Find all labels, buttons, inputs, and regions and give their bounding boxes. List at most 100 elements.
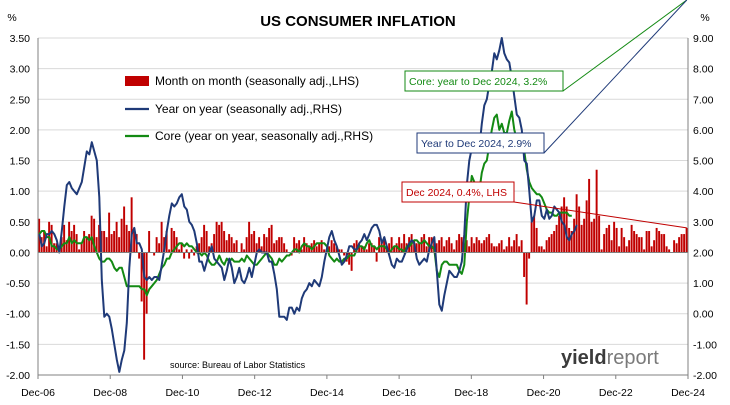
left-tick-label: 1.50 <box>10 156 31 168</box>
x-tick-label: Dec-22 <box>599 387 633 399</box>
bar-month-on-month <box>456 240 458 252</box>
bar-month-on-month <box>548 237 550 252</box>
bar-month-on-month <box>651 246 653 252</box>
legend-label-year-on-year: Year on year (seasonally adj.,RHS) <box>155 102 342 116</box>
left-tick-label: 1.00 <box>10 186 31 198</box>
right-tick-label: 8.00 <box>693 64 714 76</box>
bar-month-on-month <box>608 225 610 253</box>
bar-month-on-month <box>231 237 233 252</box>
bar-month-on-month <box>106 237 108 252</box>
bar-month-on-month <box>581 225 583 253</box>
x-tick-label: Dec-06 <box>21 387 55 399</box>
bar-month-on-month <box>661 234 663 252</box>
bar-month-on-month <box>623 237 625 252</box>
bar-month-on-month <box>646 231 648 252</box>
bar-month-on-month <box>448 237 450 252</box>
bar-month-on-month <box>148 231 150 252</box>
right-tick-label: 1.00 <box>693 278 714 290</box>
bar-month-on-month <box>583 219 585 253</box>
bar-month-on-month <box>521 240 523 252</box>
bar-month-on-month <box>206 231 208 252</box>
bar-month-on-month <box>248 222 250 253</box>
right-tick-label: 6.00 <box>693 125 714 137</box>
bar-month-on-month <box>121 219 123 253</box>
bar-month-on-month <box>551 234 553 252</box>
bar-month-on-month <box>481 243 483 252</box>
annotation-core-text: Core: year to Dec 2024, 3.2% <box>409 76 547 88</box>
bar-month-on-month <box>603 234 605 252</box>
bar-month-on-month <box>621 228 623 253</box>
bar-month-on-month <box>188 252 190 258</box>
bar-month-on-month <box>533 216 535 253</box>
bar-month-on-month <box>588 179 590 253</box>
bar-month-on-month <box>451 243 453 252</box>
bar-month-on-month <box>116 222 118 253</box>
bar-month-on-month <box>528 252 530 258</box>
bar-month-on-month <box>636 234 638 252</box>
x-tick-label: Dec-24 <box>671 387 705 399</box>
bar-month-on-month <box>681 234 683 252</box>
bar-month-on-month <box>496 246 498 252</box>
bar-month-on-month <box>88 234 90 252</box>
bar-month-on-month <box>246 237 248 252</box>
logo-text: yieldreport <box>561 347 659 369</box>
left-tick-label: -1.00 <box>6 309 30 321</box>
bar-month-on-month <box>553 231 555 252</box>
bar-month-on-month <box>626 246 628 252</box>
right-tick-label: 0.00 <box>693 309 714 321</box>
bar-month-on-month <box>656 228 658 253</box>
bar-month-on-month <box>578 207 580 253</box>
x-tick-label: Dec-08 <box>93 387 127 399</box>
x-tick-label: Dec-20 <box>527 387 561 399</box>
bar-month-on-month <box>418 243 420 252</box>
bar-month-on-month <box>556 225 558 253</box>
x-tick-label: Dec-12 <box>238 387 272 399</box>
bar-month-on-month <box>423 234 425 252</box>
bar-month-on-month <box>586 200 588 252</box>
bar-month-on-month <box>673 240 675 252</box>
bar-month-on-month <box>273 243 275 252</box>
annotation-month-on-month-text: Dec 2024, 0.4%, LHS <box>406 187 507 199</box>
bar-month-on-month <box>438 240 440 252</box>
bar-month-on-month <box>483 240 485 252</box>
bar-month-on-month <box>618 246 620 252</box>
bar-month-on-month <box>51 225 53 253</box>
bar-month-on-month <box>616 228 618 253</box>
bar-month-on-month <box>63 225 65 253</box>
x-tick-label: Dec-10 <box>165 387 199 399</box>
bar-month-on-month <box>376 252 378 261</box>
bar-month-on-month <box>611 240 613 252</box>
bar-month-on-month <box>161 222 163 253</box>
bar-month-on-month <box>631 225 633 253</box>
left-tick-label: 0.00 <box>10 248 31 260</box>
left-tick-label: 2.50 <box>10 94 31 106</box>
bar-month-on-month <box>538 246 540 252</box>
right-tick-label: 3.00 <box>693 217 714 229</box>
bar-month-on-month <box>458 234 460 252</box>
bar-month-on-month <box>686 228 688 253</box>
bar-month-on-month <box>236 240 238 252</box>
bar-month-on-month <box>676 243 678 252</box>
bar-month-on-month <box>591 222 593 253</box>
bar-month-on-month <box>666 246 668 252</box>
bar-month-on-month <box>478 240 480 252</box>
x-tick-label: Dec-18 <box>454 387 488 399</box>
bar-month-on-month <box>263 234 265 252</box>
bar-month-on-month <box>638 237 640 252</box>
bar-month-on-month <box>473 243 475 252</box>
bar-month-on-month <box>86 237 88 252</box>
bar-month-on-month <box>526 252 528 304</box>
bar-month-on-month <box>488 234 490 252</box>
bar-month-on-month <box>271 225 273 253</box>
bar-month-on-month <box>536 228 538 253</box>
bar-month-on-month <box>633 231 635 252</box>
bar-month-on-month <box>221 222 223 253</box>
bar-month-on-month <box>126 225 128 253</box>
bar-month-on-month <box>531 222 533 253</box>
bar-month-on-month <box>476 237 478 252</box>
bar-month-on-month <box>573 219 575 253</box>
bar-month-on-month <box>491 243 493 252</box>
bar-month-on-month <box>203 225 205 253</box>
bar-month-on-month <box>46 246 48 252</box>
